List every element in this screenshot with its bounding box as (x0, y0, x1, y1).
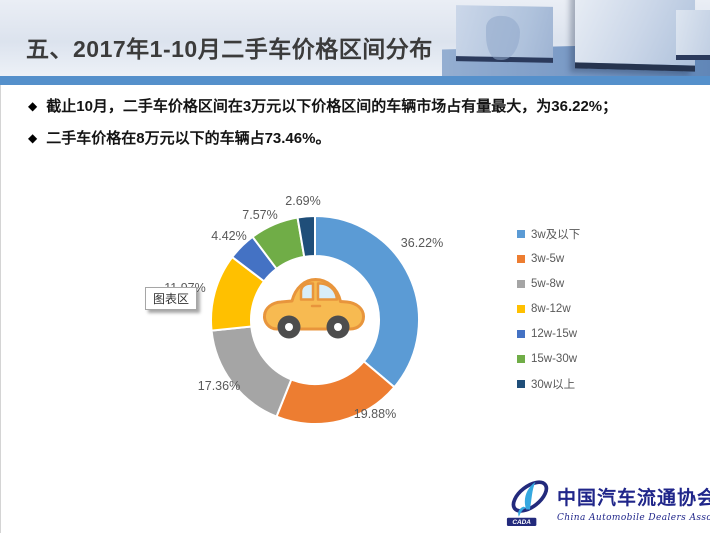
diamond-bullet-icon: ◆ (28, 131, 38, 145)
diamond-bullet-icon: ◆ (28, 99, 38, 113)
bullet-text: 二手车价格在8万元以下的车辆占73.46%。 (46, 130, 331, 147)
chart-area-tooltip: 图表区 (145, 287, 197, 310)
legend-swatch-icon (517, 280, 525, 288)
legend-swatch-icon (517, 355, 525, 363)
accent-strip (0, 76, 710, 85)
legend-swatch-icon (517, 255, 525, 263)
slice-label-2: 17.36% (197, 379, 241, 393)
slice-label-1: 19.88% (353, 407, 397, 421)
bullet-list: ◆ 截止10月，二手车价格区间在3万元以下价格区间的车辆市场占有量最大，为36.… (28, 97, 693, 161)
slice-label-6: 2.69% (285, 194, 321, 208)
legend-label: 3w及以下 (531, 229, 581, 241)
cada-logo-icon: CADA (506, 480, 549, 526)
legend-swatch-icon (517, 230, 525, 238)
legend-item-0[interactable]: 3w及以下 (517, 227, 677, 241)
legend-label: 8w-12w (531, 303, 571, 315)
legend-label: 30w以上 (531, 379, 576, 391)
bullet-item: ◆ 二手车价格在8万元以下的车辆占73.46%。 (28, 129, 693, 148)
chart-area[interactable]: 图表区 36.22%19.88%17.36%11.97%4.42%7.57%2.… (140, 185, 475, 445)
logo-text-en: China Automobile Dealers Association (557, 513, 710, 523)
legend-label: 3w-5w (531, 253, 565, 265)
logo-abbr: CADA (512, 519, 531, 526)
slide-title: 五、2017年1-10月二手车价格区间分布 (26, 36, 433, 62)
donut-chart[interactable] (140, 185, 475, 445)
legend-swatch-icon (517, 380, 525, 388)
legend-item-3[interactable]: 8w-12w (517, 302, 677, 316)
chart-legend: 3w及以下 3w-5w 5w-8w 8w-12w 12w-15w 15w-30w 30w以上 (517, 227, 677, 402)
slice-label-4: 4.42% (211, 229, 247, 243)
slide-edge-line (0, 85, 1, 533)
slide-header: 五、2017年1-10月二手车价格区间分布 (0, 0, 710, 76)
header-graphic (442, 0, 710, 76)
cada-logo: CADA 中国汽车流通协会 China Automobile Dealers A… (506, 478, 710, 528)
slice-label-0: 36.22% (400, 236, 444, 250)
legend-label: 12w-15w (531, 328, 578, 340)
legend-swatch-icon (517, 305, 525, 313)
slice-label-5: 7.57% (242, 208, 278, 222)
donut-slice-0[interactable] (314, 215, 420, 389)
bullet-item: ◆ 截止10月，二手车价格区间在3万元以下价格区间的车辆市场占有量最大，为36.… (28, 97, 693, 116)
legend-label: 15w-30w (531, 353, 578, 365)
logo-texts: 中国汽车流通协会 China Automobile Dealers Associ… (557, 478, 710, 523)
legend-item-4[interactable]: 12w-15w (517, 327, 677, 341)
legend-item-1[interactable]: 3w-5w (517, 252, 677, 266)
bullet-text: 截止10月，二手车价格区间在3万元以下价格区间的车辆市场占有量最大，为36.22… (46, 98, 618, 115)
car-icon (262, 272, 366, 342)
legend-item-5[interactable]: 15w-30w (517, 352, 677, 366)
logo-text-cn: 中国汽车流通协会 (557, 487, 710, 509)
legend-item-6[interactable]: 30w以上 (517, 377, 677, 391)
legend-label: 5w-8w (531, 278, 565, 290)
legend-item-2[interactable]: 5w-8w (517, 277, 677, 291)
legend-swatch-icon (517, 330, 525, 338)
decor-box-3 (676, 10, 710, 60)
donut-slice-6[interactable] (296, 215, 316, 258)
